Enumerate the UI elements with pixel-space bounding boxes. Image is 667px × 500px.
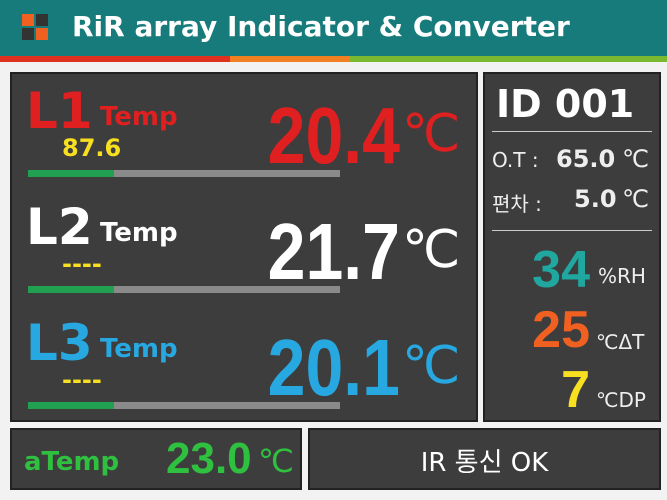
channel-suffix: Temp [100, 218, 178, 248]
stripe [230, 56, 350, 62]
bar-track [28, 402, 340, 409]
header-bar [0, 0, 667, 56]
channel-suffix: Temp [100, 102, 178, 132]
channel-suffix: Temp [100, 334, 178, 364]
channel-sub: 87.6 [62, 134, 122, 162]
logo [22, 28, 34, 40]
ot-label: O.T : [492, 148, 539, 172]
device-id: ID 001 [496, 82, 635, 126]
rh-value: 34 [532, 241, 590, 299]
divider [492, 131, 652, 132]
channel-sub: ---- [62, 250, 102, 278]
ot-unit: ℃ [622, 145, 649, 173]
dev-label: 편차 : [492, 192, 542, 216]
channel-unit: ℃ [402, 220, 461, 280]
dt-unit: ℃ΔT [596, 330, 645, 354]
stripe [350, 56, 667, 62]
atemp-value: 23.0 [166, 434, 252, 483]
atemp-label: aTemp [24, 447, 120, 477]
channel-sub: ---- [62, 366, 102, 394]
ot-value: 65.0 [556, 145, 616, 173]
dp-unit: ℃DP [596, 388, 646, 412]
rh-unit: %RH [598, 264, 646, 288]
channel-label: L2 [26, 198, 93, 256]
status: IR 통신 OK [420, 448, 549, 478]
title: RiR array Indicator & Converter [72, 10, 570, 43]
status-panel [308, 428, 661, 490]
bar-track [28, 170, 340, 177]
logo [22, 14, 34, 26]
channel-label: L3 [26, 314, 93, 372]
atemp-unit: ℃ [258, 442, 294, 480]
dev-unit: ℃ [622, 185, 649, 213]
dp-value: 7 [561, 361, 590, 419]
main-panel [10, 72, 478, 422]
channel-unit: ℃ [402, 336, 461, 396]
bar-fill [28, 402, 114, 409]
side-panel [483, 72, 661, 422]
dev-value: 5.0 [574, 185, 617, 213]
logo [36, 14, 48, 26]
bar-fill [28, 170, 114, 177]
channel-label: L1 [26, 82, 93, 140]
bar-fill [28, 286, 114, 293]
stripe [0, 56, 230, 62]
channel-unit: ℃ [402, 104, 461, 164]
channel-value: 21.7 [267, 207, 400, 296]
bar-track [28, 286, 340, 293]
logo [36, 28, 48, 40]
channel-value: 20.1 [267, 323, 400, 412]
dt-value: 25 [532, 301, 590, 359]
divider [492, 230, 652, 231]
channel-value: 20.4 [267, 91, 400, 180]
atemp-panel [10, 428, 302, 490]
